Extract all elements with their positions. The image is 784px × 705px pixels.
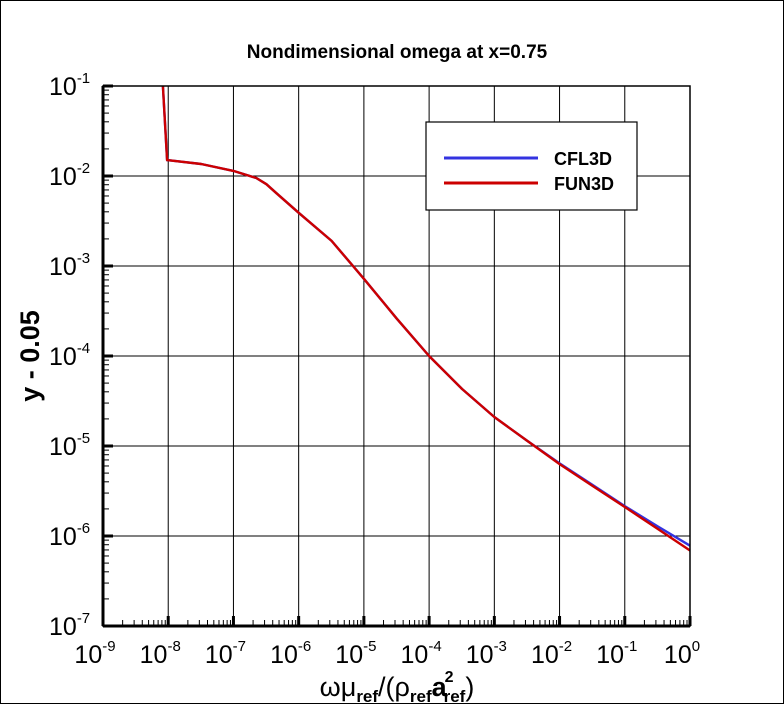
- x-label-a: a: [432, 672, 448, 702]
- chart-title: Nondimensional omega at x=0.75: [247, 42, 548, 63]
- legend-label-cfl3d: CFL3D: [554, 149, 612, 169]
- x-label-sub-ref-3: ref: [444, 687, 466, 705]
- x-tick-label: 10-8: [140, 638, 181, 669]
- x-tick-label: 10-3: [466, 638, 507, 669]
- x-tick-label: 100: [664, 638, 700, 669]
- x-tick-label: 10-1: [596, 638, 637, 669]
- y-tick-label: 10-4: [49, 340, 90, 371]
- x-tick-label: 10-6: [270, 638, 311, 669]
- y-tick-label: 10-6: [49, 520, 90, 551]
- x-tick-label: 10-2: [531, 638, 572, 669]
- y-tick-label: 10-5: [49, 430, 90, 461]
- y-tick-label: 10-2: [49, 160, 90, 191]
- legend: CFL3D FUN3D: [425, 121, 638, 211]
- data-curves: [161, 85, 691, 552]
- x-tick-label: 10-5: [335, 638, 376, 669]
- x-label-sub-ref: ref: [356, 687, 378, 705]
- x-label-omega-mu: ωμ: [320, 672, 357, 702]
- y-tick-label: 10-1: [49, 70, 90, 101]
- legend-label-fun3d: FUN3D: [554, 174, 614, 194]
- x-tick-label: 10-4: [401, 638, 442, 669]
- x-label-sub-ref-2: ref: [410, 687, 432, 705]
- legend-box: [425, 121, 638, 211]
- x-axis-label: ωμref/(ρrefa2 ref): [320, 669, 475, 705]
- x-tick-label: 10-9: [74, 638, 115, 669]
- x-tick-label: 10-7: [205, 638, 246, 669]
- y-tick-label: 10-7: [49, 610, 90, 641]
- x-tick-labels: 10-9 10-8 10-7 10-6 10-5 10-4 10-3 10-2 10-1 100: [74, 638, 700, 669]
- x-label-close: ): [465, 672, 474, 702]
- series-fun3d: [161, 85, 691, 552]
- y-tick-label: 10-3: [49, 250, 90, 281]
- x-label-sup-2: 2: [445, 669, 454, 686]
- x-label-slash-rho: /(ρ: [378, 672, 410, 702]
- y-tick-labels: 10-1 10-2 10-3 10-4 10-5 10-6 10-7: [49, 70, 90, 641]
- y-axis-label: y - 0.05: [15, 310, 45, 402]
